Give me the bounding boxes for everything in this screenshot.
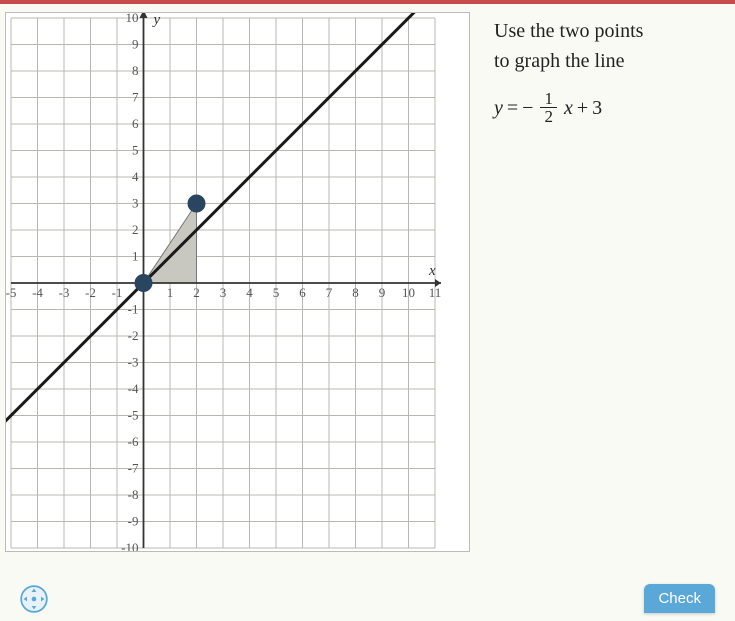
svg-text:3: 3 [220, 285, 227, 300]
svg-text:-6: -6 [128, 434, 139, 449]
move-icon[interactable] [20, 585, 48, 613]
svg-text:2: 2 [193, 285, 200, 300]
bottom-bar: Check [0, 584, 735, 613]
svg-text:10: 10 [402, 285, 415, 300]
svg-text:4: 4 [132, 169, 139, 184]
eq-neg: − [522, 93, 533, 123]
svg-text:8: 8 [352, 285, 359, 300]
svg-text:9: 9 [379, 285, 386, 300]
svg-text:3: 3 [132, 196, 139, 211]
svg-text:-4: -4 [128, 381, 139, 396]
svg-text:-10: -10 [121, 540, 138, 552]
svg-text:10: 10 [126, 12, 139, 25]
svg-text:-4: -4 [32, 285, 43, 300]
svg-text:-3: -3 [59, 285, 70, 300]
check-button[interactable]: Check [644, 584, 715, 613]
svg-text:y: y [152, 12, 161, 28]
svg-text:-1: -1 [112, 285, 123, 300]
svg-text:11: 11 [429, 285, 442, 300]
svg-text:1: 1 [132, 249, 139, 264]
svg-text:9: 9 [132, 37, 139, 52]
page-root: -5-4-3-2-11234567891011-10-9-8-7-6-5-4-3… [0, 0, 735, 621]
eq-fraction: 1 2 [540, 90, 557, 125]
eq-xvar: x [564, 93, 573, 123]
svg-text:-3: -3 [128, 355, 139, 370]
eq-plus: + [577, 93, 588, 123]
svg-text:1: 1 [167, 285, 174, 300]
instruction-panel: Use the two points to graph the line y =… [480, 4, 735, 621]
svg-text:-1: -1 [128, 302, 139, 317]
instruction-line-2: to graph the line [494, 46, 721, 76]
eq-equals: = [507, 93, 518, 123]
eq-lhs: y [494, 93, 503, 123]
svg-text:6: 6 [132, 116, 139, 131]
svg-text:5: 5 [273, 285, 280, 300]
svg-text:-9: -9 [128, 514, 139, 529]
svg-text:-7: -7 [128, 461, 139, 476]
svg-text:-5: -5 [6, 285, 17, 300]
svg-text:x: x [428, 263, 436, 279]
svg-text:-8: -8 [128, 487, 139, 502]
eq-num: 1 [540, 90, 557, 108]
svg-text:-5: -5 [128, 408, 139, 423]
svg-text:7: 7 [132, 90, 139, 105]
eq-intercept: 3 [592, 93, 602, 123]
svg-text:6: 6 [299, 285, 306, 300]
eq-den: 2 [540, 108, 557, 125]
svg-text:-2: -2 [128, 328, 139, 343]
svg-text:-2: -2 [85, 285, 96, 300]
svg-text:5: 5 [132, 143, 139, 158]
svg-text:4: 4 [246, 285, 253, 300]
equation: y = − 1 2 x + 3 [494, 90, 721, 125]
svg-text:2: 2 [132, 222, 139, 237]
coordinate-grid[interactable]: -5 -4 -3 -2 -1 1 2 3 4 5 6 7 8 9 10 11 -10 -9 -8 -7 -6 -5 -4 -3… [5, 12, 470, 552]
svg-text:7: 7 [326, 285, 333, 300]
svg-text:8: 8 [132, 63, 139, 78]
graph-panel: -5 -4 -3 -2 -1 1 2 3 4 5 6 7 8 9 10 11 -10 -9 -8 -7 -6 -5 -4 -3… [0, 4, 480, 594]
instruction-line-1: Use the two points [494, 16, 721, 46]
